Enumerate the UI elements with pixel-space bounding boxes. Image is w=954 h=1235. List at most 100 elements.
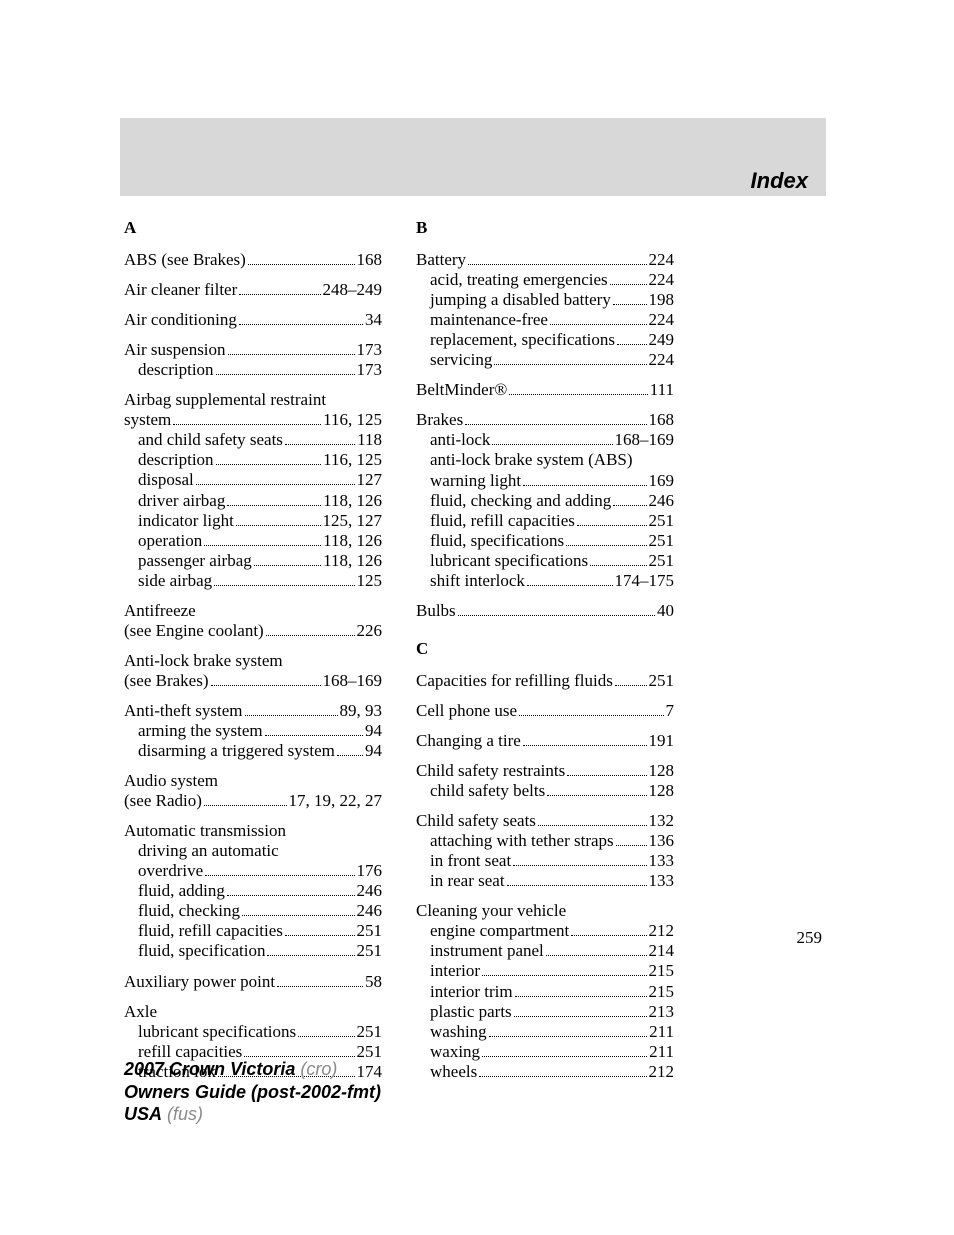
index-label: waxing <box>430 1042 480 1062</box>
index-line: Air cleaner filter248–249 <box>124 280 382 300</box>
index-entry: Bulbs40 <box>416 601 674 621</box>
index-label: warning light <box>430 471 521 491</box>
index-line: Automatic transmission <box>124 821 382 841</box>
leader-dots <box>613 304 647 305</box>
index-entry: Auxiliary power point58 <box>124 972 382 992</box>
index-entry: Airbag supplemental restraintsystem 116, … <box>124 390 382 590</box>
leader-dots <box>567 775 646 776</box>
index-line: lubricant specifications251 <box>124 1022 382 1042</box>
section-letter: C <box>416 639 674 659</box>
index-line: anti-lock brake system (ABS) <box>416 450 674 470</box>
leader-dots <box>527 585 613 586</box>
index-columns: AABS (see Brakes)168Air cleaner filter24… <box>124 218 674 1082</box>
index-line: Axle <box>124 1002 382 1022</box>
footer: 2007 Crown Victoria (cro) Owners Guide (… <box>124 1058 381 1126</box>
index-label: interior <box>430 961 480 981</box>
index-entry: ABS (see Brakes)168 <box>124 250 382 270</box>
index-label: operation <box>138 531 202 551</box>
index-pages: 94 <box>365 741 382 761</box>
index-pages: 224 <box>649 250 675 270</box>
leader-dots <box>509 394 647 395</box>
index-line: child safety belts128 <box>416 781 674 801</box>
index-pages: 224 <box>649 270 675 290</box>
index-entry: Audio system(see Radio)17, 19, 22, 27 <box>124 771 382 811</box>
index-pages: 212 <box>649 1062 675 1082</box>
index-line: Child safety seats132 <box>416 811 674 831</box>
index-line: fluid, specification251 <box>124 941 382 961</box>
index-pages: 198 <box>649 290 675 310</box>
index-line: Antifreeze <box>124 601 382 621</box>
index-line: Cleaning your vehicle <box>416 901 674 921</box>
leader-dots <box>546 955 647 956</box>
index-line: Child safety restraints128 <box>416 761 674 781</box>
index-label: Child safety restraints <box>416 761 565 781</box>
index-pages: 224 <box>649 350 675 370</box>
index-label: description <box>138 450 214 470</box>
leader-dots <box>216 464 322 465</box>
leader-dots <box>204 545 321 546</box>
index-pages: 125, 127 <box>323 511 383 531</box>
index-line: instrument panel214 <box>416 941 674 961</box>
leader-dots <box>298 1036 354 1037</box>
index-pages: 136 <box>649 831 675 851</box>
leader-dots <box>337 755 363 756</box>
index-pages: 118 <box>357 430 382 450</box>
index-pages: 116, 125 <box>323 410 382 430</box>
index-label: Bulbs <box>416 601 456 621</box>
index-entry: Air conditioning34 <box>124 310 382 330</box>
index-label: fluid, refill capacities <box>138 921 283 941</box>
index-line: (see Radio)17, 19, 22, 27 <box>124 791 382 811</box>
index-entry: Child safety restraints128child safety b… <box>416 761 674 801</box>
leader-dots <box>482 1056 647 1057</box>
leader-dots <box>239 324 363 325</box>
leader-dots <box>196 484 355 485</box>
leader-dots <box>267 955 354 956</box>
leader-dots <box>610 284 647 285</box>
index-label: Capacities for refilling fluids <box>416 671 613 691</box>
index-line: description173 <box>124 360 382 380</box>
index-line: driver airbag118, 126 <box>124 491 382 511</box>
index-pages: 118, 126 <box>323 531 382 551</box>
index-label: description <box>138 360 214 380</box>
index-line: (see Engine coolant)226 <box>124 621 382 641</box>
index-pages: 173 <box>357 340 383 360</box>
index-line: passenger airbag118, 126 <box>124 551 382 571</box>
index-line: overdrive176 <box>124 861 382 881</box>
index-line: Airbag supplemental restraint <box>124 390 382 410</box>
index-line: indicator light125, 127 <box>124 511 382 531</box>
leader-dots <box>266 635 355 636</box>
index-line: disarming a triggered system94 <box>124 741 382 761</box>
leader-dots <box>538 825 647 826</box>
index-line: fluid, refill capacities251 <box>416 511 674 531</box>
index-line: disposal127 <box>124 470 382 490</box>
leader-dots <box>494 364 646 365</box>
index-label: and child safety seats <box>138 430 283 450</box>
leader-dots <box>617 344 646 345</box>
index-label: BeltMinder® <box>416 380 507 400</box>
index-entry: Child safety seats132attaching with teth… <box>416 811 674 891</box>
index-pages: 118, 126 <box>323 491 382 511</box>
index-entry: Changing a tire191 <box>416 731 674 751</box>
index-pages: 251 <box>649 551 675 571</box>
index-pages: 174–175 <box>615 571 675 591</box>
index-pages: 89, 93 <box>340 701 383 721</box>
leader-dots <box>227 895 355 896</box>
index-pages: 7 <box>666 701 675 721</box>
index-pages: 214 <box>649 941 675 961</box>
index-pages: 132 <box>649 811 675 831</box>
leader-dots <box>507 885 647 886</box>
leader-dots <box>458 615 655 616</box>
leader-dots <box>277 986 363 987</box>
index-label: system <box>124 410 171 430</box>
index-label: interior trim <box>430 982 513 1002</box>
index-pages: 118, 126 <box>323 551 382 571</box>
index-pages: 213 <box>649 1002 675 1022</box>
leader-dots <box>577 525 647 526</box>
index-label: disposal <box>138 470 194 490</box>
index-label: side airbag <box>138 571 212 591</box>
index-pages: 251 <box>649 531 675 551</box>
index-line: BeltMinder®111 <box>416 380 674 400</box>
index-line: Air suspension173 <box>124 340 382 360</box>
index-line: interior trim215 <box>416 982 674 1002</box>
index-line: driving an automatic <box>124 841 382 861</box>
